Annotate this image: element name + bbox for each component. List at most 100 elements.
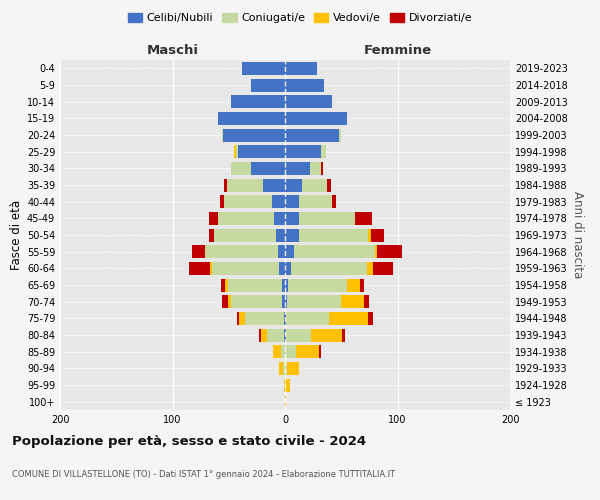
Bar	[274, 212, 285, 225]
Bar	[319, 345, 321, 358]
Bar	[285, 362, 287, 375]
Bar	[224, 178, 227, 192]
Bar	[222, 128, 223, 141]
Bar	[235, 145, 238, 158]
Bar	[231, 95, 285, 108]
Bar	[278, 245, 285, 258]
Bar	[299, 228, 368, 241]
Bar	[286, 328, 311, 342]
Bar	[290, 262, 367, 275]
Bar	[285, 228, 299, 241]
Bar	[373, 262, 393, 275]
Bar	[286, 378, 290, 392]
Bar	[238, 145, 285, 158]
Bar	[326, 178, 331, 192]
Bar	[299, 195, 332, 208]
Bar	[368, 228, 371, 241]
Bar	[299, 212, 355, 225]
Bar	[239, 312, 245, 325]
Bar	[294, 245, 375, 258]
Bar	[321, 145, 325, 158]
Bar	[371, 228, 384, 241]
Bar	[242, 62, 285, 75]
Bar	[287, 362, 299, 375]
Bar	[218, 112, 285, 125]
Bar	[285, 245, 294, 258]
Bar	[283, 362, 285, 375]
Bar	[285, 295, 287, 308]
Bar	[190, 262, 209, 275]
Bar	[341, 295, 364, 308]
Bar	[259, 328, 262, 342]
Bar	[220, 195, 224, 208]
Bar	[271, 195, 285, 208]
Bar	[227, 278, 281, 291]
Bar	[368, 312, 373, 325]
Bar	[214, 228, 276, 241]
Bar	[191, 245, 205, 258]
Bar	[236, 312, 239, 325]
Bar	[285, 62, 317, 75]
Bar	[285, 128, 339, 141]
Bar	[285, 212, 299, 225]
Bar	[285, 262, 290, 275]
Bar	[367, 262, 373, 275]
Bar	[223, 128, 285, 141]
Bar	[347, 278, 361, 291]
Text: Popolazione per età, sesso e stato civile - 2024: Popolazione per età, sesso e stato civil…	[12, 435, 366, 448]
Bar	[311, 328, 343, 342]
Bar	[209, 262, 212, 275]
Bar	[285, 78, 325, 92]
Bar	[289, 278, 347, 291]
Bar	[302, 178, 326, 192]
Bar	[231, 295, 281, 308]
Bar	[285, 378, 286, 392]
Bar	[231, 162, 251, 175]
Bar	[218, 212, 274, 225]
Y-axis label: Fasce di età: Fasce di età	[10, 200, 23, 270]
Bar	[364, 295, 370, 308]
Bar	[262, 328, 267, 342]
Legend: Celibi/Nubili, Coniugati/e, Vedovi/e, Divorziati/e: Celibi/Nubili, Coniugati/e, Vedovi/e, Di…	[124, 8, 476, 28]
Bar	[209, 212, 218, 225]
Bar	[285, 95, 332, 108]
Bar	[280, 362, 283, 375]
Bar	[321, 162, 323, 175]
Bar	[276, 228, 285, 241]
Bar	[226, 278, 227, 291]
Bar	[281, 345, 285, 358]
Bar	[221, 278, 226, 291]
Bar	[284, 378, 285, 392]
Bar	[296, 345, 319, 358]
Bar	[280, 262, 285, 275]
Bar	[377, 245, 402, 258]
Bar	[285, 312, 286, 325]
Text: Femmine: Femmine	[364, 44, 431, 57]
Bar	[267, 328, 284, 342]
Bar	[212, 262, 280, 275]
Bar	[332, 195, 335, 208]
Bar	[224, 195, 271, 208]
Text: COMUNE DI VILLASTELLONE (TO) - Dati ISTAT 1° gennaio 2024 - Elaborazione TUTTITA: COMUNE DI VILLASTELLONE (TO) - Dati ISTA…	[12, 470, 395, 479]
Bar	[343, 328, 344, 342]
Bar	[285, 345, 296, 358]
Bar	[285, 395, 286, 408]
Bar	[329, 312, 368, 325]
Bar	[281, 278, 285, 291]
Bar	[285, 162, 310, 175]
Bar	[310, 162, 321, 175]
Bar	[222, 295, 227, 308]
Bar	[285, 178, 302, 192]
Bar	[227, 178, 263, 192]
Bar	[339, 128, 341, 141]
Bar	[285, 112, 347, 125]
Text: Maschi: Maschi	[146, 44, 199, 57]
Bar	[285, 195, 299, 208]
Bar	[284, 312, 285, 325]
Bar	[251, 162, 285, 175]
Bar	[281, 295, 285, 308]
Bar	[375, 245, 377, 258]
Bar	[285, 145, 321, 158]
Bar	[205, 245, 278, 258]
Bar	[285, 278, 289, 291]
